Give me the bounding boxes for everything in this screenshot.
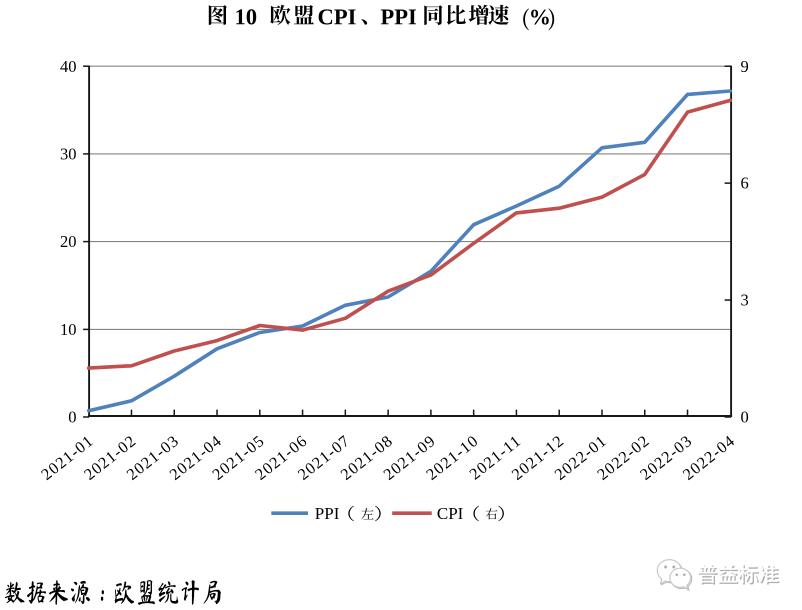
- svg-text:30: 30: [60, 145, 77, 164]
- svg-text:20: 20: [60, 232, 77, 251]
- svg-text:40: 40: [60, 57, 77, 76]
- svg-text:0: 0: [68, 408, 76, 427]
- svg-text:0: 0: [741, 408, 749, 427]
- svg-text:9: 9: [741, 57, 749, 76]
- svg-text:3: 3: [741, 291, 749, 310]
- svg-text:10: 10: [60, 320, 77, 339]
- svg-text:PPI: PPI: [315, 504, 340, 523]
- svg-text:CPI: CPI: [437, 504, 464, 523]
- svg-text:6: 6: [741, 174, 749, 193]
